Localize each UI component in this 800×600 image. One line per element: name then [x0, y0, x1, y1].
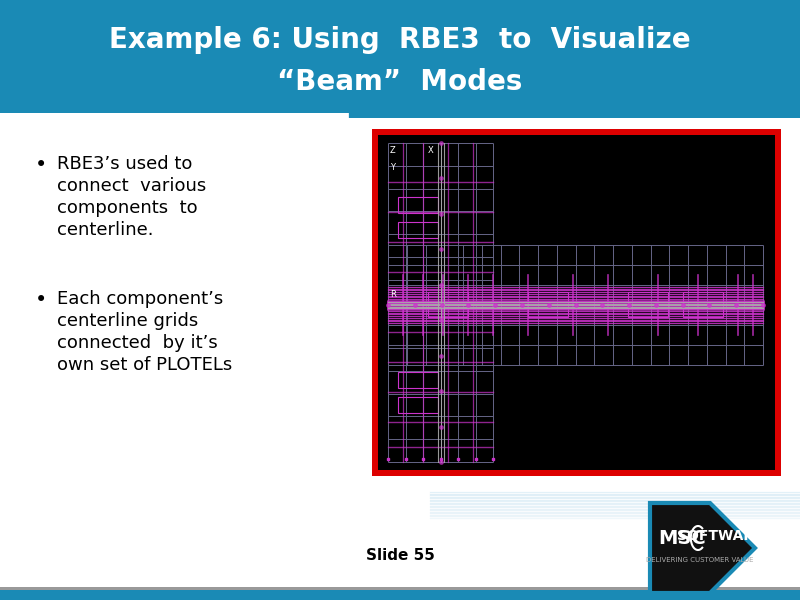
FancyBboxPatch shape — [0, 590, 800, 600]
Text: components  to: components to — [57, 199, 198, 217]
Text: X: X — [428, 146, 434, 155]
Text: •: • — [35, 155, 47, 175]
Text: “Beam”  Modes: “Beam” Modes — [278, 68, 522, 96]
Text: connect  various: connect various — [57, 177, 206, 195]
Text: Slide 55: Slide 55 — [366, 547, 434, 563]
Text: RBE3’s used to: RBE3’s used to — [57, 155, 192, 173]
Text: MSC: MSC — [658, 529, 706, 547]
FancyBboxPatch shape — [378, 135, 775, 470]
Text: Each component’s: Each component’s — [57, 290, 223, 308]
Text: centerline grids: centerline grids — [57, 312, 198, 330]
Text: R: R — [390, 290, 396, 299]
FancyBboxPatch shape — [372, 129, 781, 476]
FancyBboxPatch shape — [0, 587, 800, 590]
Text: Y: Y — [390, 163, 395, 172]
Polygon shape — [0, 113, 349, 143]
Text: •: • — [35, 290, 47, 310]
Text: centerline.: centerline. — [57, 221, 154, 239]
Text: connected  by it’s: connected by it’s — [57, 334, 218, 352]
Text: own set of PLOTELs: own set of PLOTELs — [57, 356, 232, 374]
Polygon shape — [650, 503, 755, 593]
Text: Example 6: Using  RBE3  to  Visualize: Example 6: Using RBE3 to Visualize — [109, 26, 691, 54]
Text: SOFTWARE: SOFTWARE — [677, 529, 763, 543]
FancyBboxPatch shape — [0, 118, 800, 525]
Text: DELIVERING CUSTOMER VALUE: DELIVERING CUSTOMER VALUE — [646, 557, 754, 563]
Text: Z: Z — [390, 146, 396, 155]
FancyBboxPatch shape — [0, 0, 800, 118]
